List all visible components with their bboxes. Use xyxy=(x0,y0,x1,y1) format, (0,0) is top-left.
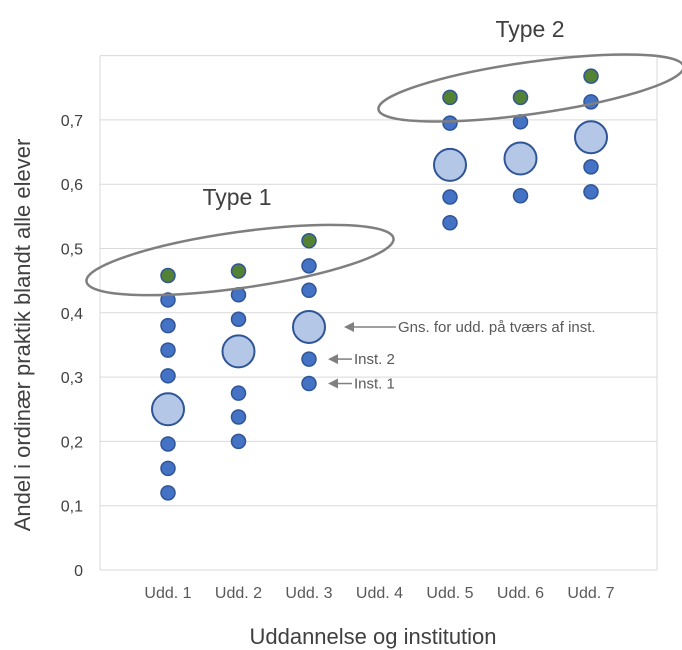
x-tick-label: Udd. 5 xyxy=(426,585,473,602)
institution-point xyxy=(583,184,599,200)
group-ellipses: Type 1 Type 2 xyxy=(85,16,682,297)
institution-point xyxy=(301,351,317,367)
y-axis-title: Andel i ordinær praktik blandt alle elev… xyxy=(10,139,35,532)
x-tick-label: Udd. 2 xyxy=(215,585,262,602)
institution-point xyxy=(442,189,458,205)
annotations: Gns. for udd. på tværs af inst.Inst. 2 In… xyxy=(328,319,596,393)
x-tick-label: Udd. 1 xyxy=(144,585,191,602)
highlight-point xyxy=(160,267,176,284)
institution-point xyxy=(301,282,317,299)
institution-point xyxy=(583,159,599,175)
highlight-point xyxy=(442,89,458,106)
annotation-arrow-head xyxy=(344,321,354,332)
average-point xyxy=(433,147,467,182)
x-tick-label: Udd. 3 xyxy=(285,585,332,602)
highlight-point xyxy=(301,233,317,249)
institution-point xyxy=(442,215,458,231)
x-tick-label: Udd. 4 xyxy=(356,585,403,602)
y-tick-label: 0,3 xyxy=(61,370,83,387)
annotation-arrow-head xyxy=(328,354,338,365)
average-point xyxy=(292,309,326,344)
data-points xyxy=(151,68,608,501)
institution-point xyxy=(230,433,247,450)
institution-point xyxy=(160,436,176,452)
group-label: Type 1 xyxy=(202,184,271,210)
institution-point xyxy=(230,311,247,327)
highlight-point xyxy=(583,68,599,84)
institution-point xyxy=(230,385,247,401)
institution-point xyxy=(301,258,317,274)
annotation-label: Gns. for udd. på tværs af inst. xyxy=(398,319,596,336)
institution-point xyxy=(160,485,176,501)
highlight-point xyxy=(512,89,529,106)
grid-lines xyxy=(99,55,658,571)
y-tick-label: 0,7 xyxy=(61,113,83,130)
institution-point xyxy=(160,368,176,384)
institution-point xyxy=(512,188,529,204)
institution-point xyxy=(160,342,176,358)
x-tick-label: Udd. 7 xyxy=(567,585,614,602)
y-tick-label: 0,6 xyxy=(61,177,83,194)
institution-point xyxy=(442,115,458,131)
institution-point xyxy=(160,292,176,308)
y-axis-ticks: 0 0,1 0,2 0,3 0,4 0,5 0,6 0,7 xyxy=(61,113,83,580)
highlight-point xyxy=(230,263,247,279)
group-ellipse xyxy=(377,53,682,123)
annotation-label: Inst. 2 xyxy=(354,351,395,368)
x-axis-title: Uddannelse og institution xyxy=(249,624,496,649)
x-tick-label: Udd. 6 xyxy=(497,585,544,602)
institution-point xyxy=(230,409,247,425)
y-tick-label: 0,5 xyxy=(61,242,83,259)
y-tick-label: 0,1 xyxy=(61,499,83,516)
average-point xyxy=(574,120,608,155)
y-tick-label: 0 xyxy=(74,563,83,580)
group-ellipse xyxy=(85,223,395,297)
average-point xyxy=(151,392,185,427)
institution-point xyxy=(160,317,176,334)
annotation-arrow-head xyxy=(328,378,338,389)
annotation-label: Inst. 1 xyxy=(354,376,395,393)
x-axis-ticks: Udd. 1 Udd. 2 Udd. 3 Udd. 4 Udd. 5 Udd. 6 Udd.… xyxy=(144,585,614,602)
institution-point xyxy=(301,375,317,392)
institution-point xyxy=(160,460,176,477)
y-tick-label: 0,4 xyxy=(61,306,83,323)
group-label: Type 2 xyxy=(495,16,564,42)
average-point xyxy=(221,334,256,369)
average-point xyxy=(503,141,538,176)
y-tick-label: 0,2 xyxy=(61,434,83,451)
